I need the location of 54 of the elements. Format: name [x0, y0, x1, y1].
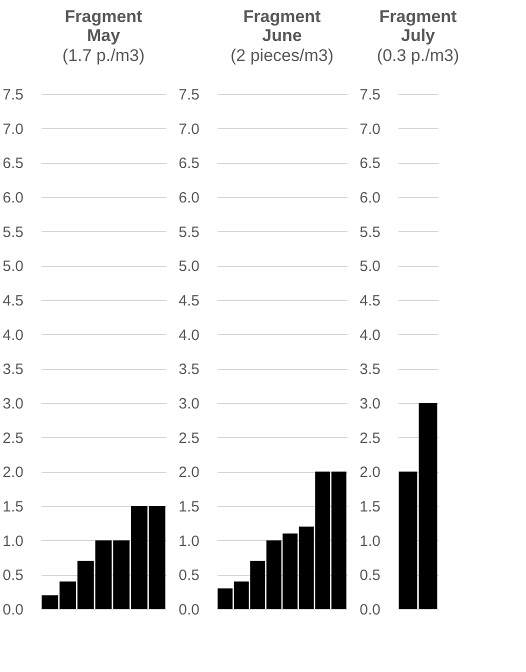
y-tick-label: 6.0: [360, 190, 380, 206]
y-tick-label: 0.5: [178, 567, 200, 584]
y-tick-label: 2.0: [2, 464, 24, 482]
chart-title: Fragment June: [243, 7, 322, 45]
y-tick-label: 1.5: [178, 498, 200, 516]
y-tick-label: 7.0: [178, 120, 200, 138]
y-tick-label: 7.0: [360, 120, 380, 138]
y-tick-label: 0.0: [360, 602, 380, 618]
y-tick-label: 1.0: [2, 532, 24, 550]
y-tick-label: 0.0: [2, 602, 24, 618]
y-tick-label: 0.0: [178, 602, 200, 618]
y-tick-label: 6.5: [2, 155, 24, 172]
y-tick-label: 3.5: [2, 361, 24, 378]
y-tick-label: 1.0: [360, 532, 380, 550]
y-tick-label: 1.5: [2, 498, 24, 516]
y-tick-label: 3.0: [2, 396, 24, 412]
y-tick-label: 2.0: [178, 464, 200, 482]
y-tick-label: 5.0: [2, 258, 24, 276]
chart-title: Fragment July: [379, 7, 458, 45]
y-tick-label: 2.5: [178, 430, 200, 447]
y-tick-label: 7.0: [2, 120, 24, 138]
y-tick-label: 3.0: [360, 396, 380, 412]
y-tick-label: 5.5: [2, 224, 24, 241]
y-tick-label: 2.5: [360, 430, 380, 447]
y-tick-label: 4.5: [178, 292, 200, 310]
y-tick-label: 1.0: [178, 532, 200, 550]
y-tick-label: 3.0: [178, 396, 200, 412]
y-tick-label: 2.5: [2, 430, 24, 447]
y-tick-label: 6.5: [360, 155, 380, 172]
chart-subtitle: (1.7 p./m3): [62, 46, 145, 65]
chart-subtitle: (0.3 p./m3): [376, 46, 460, 65]
y-tick-label: 1.5: [360, 498, 380, 516]
y-tick-label: 4.0: [360, 326, 380, 344]
chart-subtitle: (2 pieces/m3): [230, 46, 334, 65]
y-tick-label: 4.0: [2, 326, 24, 344]
y-tick-label: 4.5: [360, 292, 380, 310]
y-tick-label: 7.5: [178, 86, 200, 104]
y-tick-label: 6.5: [178, 155, 200, 172]
y-tick-label: 5.0: [178, 258, 200, 276]
y-tick-label: 4.5: [2, 292, 24, 310]
y-tick-label: 6.0: [178, 190, 200, 206]
y-tick-label: 5.0: [360, 258, 380, 276]
y-tick-label: 7.5: [360, 86, 380, 104]
y-tick-label: 0.5: [2, 567, 24, 584]
chart-title: Fragment May: [64, 7, 143, 45]
y-tick-label: 3.5: [360, 361, 380, 378]
y-tick-label: 5.5: [178, 224, 200, 241]
y-tick-label: 4.0: [178, 326, 200, 344]
y-tick-label: 7.5: [2, 86, 24, 104]
y-tick-label: 3.5: [178, 361, 200, 378]
y-tick-label: 2.0: [360, 464, 380, 482]
y-tick-label: 5.5: [360, 224, 380, 241]
y-tick-label: 6.0: [2, 190, 24, 206]
y-tick-label: 0.5: [360, 567, 380, 584]
